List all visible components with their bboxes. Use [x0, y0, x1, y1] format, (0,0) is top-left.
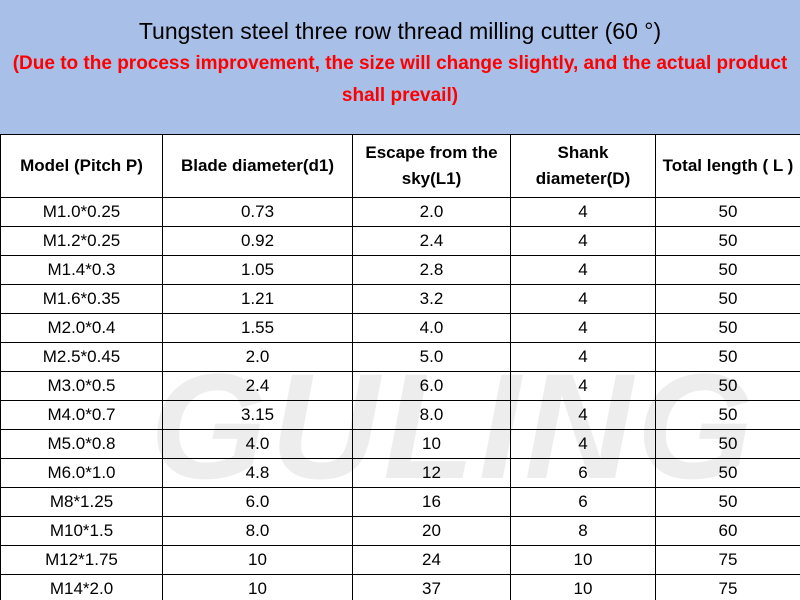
table-cell: 4	[510, 284, 656, 314]
table-cell: 0.92	[162, 226, 353, 256]
table-cell: M5.0*0.8	[0, 429, 163, 459]
table-cell: 50	[655, 487, 800, 517]
table-cell: 37	[352, 574, 511, 600]
table-cell: 50	[655, 371, 800, 401]
table-cell: 4.0	[352, 313, 511, 343]
table-cell: 16	[352, 487, 511, 517]
table-row: M10*1.5 8.0 20 8 60	[0, 516, 800, 546]
table-row: M3.0*0.5 2.4 6.0 4 50	[0, 371, 800, 401]
table-cell: 10	[510, 545, 656, 575]
table-cell: 6.0	[352, 371, 511, 401]
table-row: M6.0*1.0 4.8 12 6 50	[0, 458, 800, 488]
table-cell: M14*2.0	[0, 574, 163, 600]
table-cell: 50	[655, 400, 800, 430]
table-cell: M6.0*1.0	[0, 458, 163, 488]
spec-table: Model (Pitch P) Blade diameter(d1) Escape …	[0, 134, 800, 600]
table-cell: 4	[510, 197, 656, 227]
table-row: M1.6*0.35 1.21 3.2 4 50	[0, 284, 800, 314]
table-cell: 8	[510, 516, 656, 546]
table-cell: 50	[655, 458, 800, 488]
column-header: Blade diameter(d1)	[162, 134, 353, 198]
table-cell: 4	[510, 342, 656, 372]
table-cell: 0.73	[162, 197, 353, 227]
header-row: Model (Pitch P) Blade diameter(d1) Escape …	[0, 134, 800, 198]
table-cell: 1.21	[162, 284, 353, 314]
table-cell: 2.4	[162, 371, 353, 401]
table-cell: 4	[510, 226, 656, 256]
table-cell: 6	[510, 458, 656, 488]
table-cell: 3.15	[162, 400, 353, 430]
table-cell: 4.8	[162, 458, 353, 488]
table-cell: 10	[162, 545, 353, 575]
column-header: Shank diameter(D)	[510, 134, 656, 198]
table-cell: 60	[655, 516, 800, 546]
table-cell: 50	[655, 342, 800, 372]
table-cell: M1.2*0.25	[0, 226, 163, 256]
table-row: M8*1.25 6.0 16 6 50	[0, 487, 800, 517]
table-cell: 10	[162, 574, 353, 600]
column-header: Total length ( L )	[655, 134, 800, 198]
table-row: M2.0*0.4 1.55 4.0 4 50	[0, 313, 800, 343]
table-row: M12*1.75 10 24 10 75	[0, 545, 800, 575]
header: Tungsten steel three row thread milling …	[0, 0, 800, 134]
table-cell: 6	[510, 487, 656, 517]
table-cell: M2.5*0.45	[0, 342, 163, 372]
table-cell: 8.0	[352, 400, 511, 430]
table-cell: 75	[655, 574, 800, 600]
table-cell: M3.0*0.5	[0, 371, 163, 401]
table-cell: M2.0*0.4	[0, 313, 163, 343]
table-cell: 1.55	[162, 313, 353, 343]
table-cell: M4.0*0.7	[0, 400, 163, 430]
title: Tungsten steel three row thread milling …	[138, 18, 662, 44]
column-header: Escape from the sky(L1)	[352, 134, 511, 198]
table-cell: 3.2	[352, 284, 511, 314]
table-cell: 50	[655, 313, 800, 343]
table-cell: 4	[510, 429, 656, 459]
table-cell: 50	[655, 429, 800, 459]
table-cell: 1.05	[162, 255, 353, 285]
table-row: M4.0*0.7 3.15 8.0 4 50	[0, 400, 800, 430]
table-cell: 2.0	[162, 342, 353, 372]
table-cell: M8*1.25	[0, 487, 163, 517]
table-row: M1.0*0.25 0.73 2.0 4 50	[0, 197, 800, 227]
table-row: M14*2.0 10 37 10 75	[0, 574, 800, 600]
table-row: M5.0*0.8 4.0 10 4 50	[0, 429, 800, 459]
table-cell: 2.8	[352, 255, 511, 285]
table-cell: 75	[655, 545, 800, 575]
table-cell: 2.0	[352, 197, 511, 227]
table-row: M1.4*0.3 1.05 2.8 4 50	[0, 255, 800, 285]
table-cell: 4	[510, 400, 656, 430]
table-cell: 8.0	[162, 516, 353, 546]
table-cell: 10	[352, 429, 511, 459]
table-cell: M10*1.5	[0, 516, 163, 546]
table-row: M1.2*0.25 0.92 2.4 4 50	[0, 226, 800, 256]
table-cell: 6.0	[162, 487, 353, 517]
table-cell: 5.0	[352, 342, 511, 372]
table-cell: 4.0	[162, 429, 353, 459]
subtitle: (Due to the process improvement, the siz…	[12, 53, 788, 106]
table-cell: M1.6*0.35	[0, 284, 163, 314]
table-cell: 4	[510, 255, 656, 285]
table-cell: 24	[352, 545, 511, 575]
table-cell: 4	[510, 371, 656, 401]
table-cell: 50	[655, 284, 800, 314]
table-cell: M1.0*0.25	[0, 197, 163, 227]
table-cell: 2.4	[352, 226, 511, 256]
table-cell: 50	[655, 226, 800, 256]
table-row: M2.5*0.45 2.0 5.0 4 50	[0, 342, 800, 372]
table-cell: 12	[352, 458, 511, 488]
table-cell: 50	[655, 255, 800, 285]
table-cell: 10	[510, 574, 656, 600]
table-cell: 20	[352, 516, 511, 546]
table-cell: M1.4*0.3	[0, 255, 163, 285]
table-cell: M12*1.75	[0, 545, 163, 575]
table-cell: 50	[655, 197, 800, 227]
table-cell: 4	[510, 313, 656, 343]
column-header: Model (Pitch P)	[0, 134, 163, 198]
